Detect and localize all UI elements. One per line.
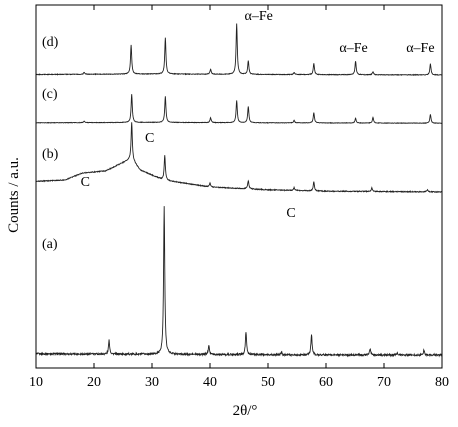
x-tick-label-60: 60	[319, 375, 333, 390]
series-line-c	[35, 94, 443, 125]
series-label-d: (d)	[42, 35, 59, 50]
x-axis-label: 2θ/°	[233, 403, 258, 419]
series-line-b	[35, 122, 443, 194]
x-tick-label-40: 40	[203, 375, 217, 390]
series-line-a	[35, 206, 443, 358]
series-label-a: (a)	[42, 237, 58, 252]
x-tick-label-70: 70	[377, 375, 391, 390]
series-line-d	[35, 23, 443, 76]
x-tick-label-30: 30	[145, 375, 159, 390]
peak-annotations: α–Fe α–Fe α–Fe C C C	[81, 9, 435, 221]
x-tick-label-20: 20	[87, 375, 101, 390]
annotation-carbon-3: C	[145, 131, 154, 146]
x-tick-label-10: 10	[29, 375, 43, 390]
y-axis-label: Counts / a.u.	[6, 157, 22, 233]
series-traces	[35, 23, 443, 358]
x-tick-labels: 10 20 30 40 50 60 70 80	[29, 375, 449, 390]
plot-frame	[35, 4, 443, 369]
series-label-c: (c)	[42, 87, 58, 102]
annotation-alpha-fe-1: α–Fe	[339, 41, 367, 56]
x-tick-marks	[35, 5, 443, 368]
annotation-carbon-5: C	[286, 206, 295, 221]
annotation-alpha-fe-0: α–Fe	[245, 9, 273, 24]
series-labels: (a) (b) (c) (d)	[42, 35, 59, 252]
series-label-b: (b)	[42, 147, 59, 162]
x-tick-label-80: 80	[435, 375, 449, 390]
x-tick-label-50: 50	[261, 375, 275, 390]
annotation-carbon-4: C	[81, 175, 90, 190]
annotation-alpha-fe-2: α–Fe	[406, 41, 434, 56]
